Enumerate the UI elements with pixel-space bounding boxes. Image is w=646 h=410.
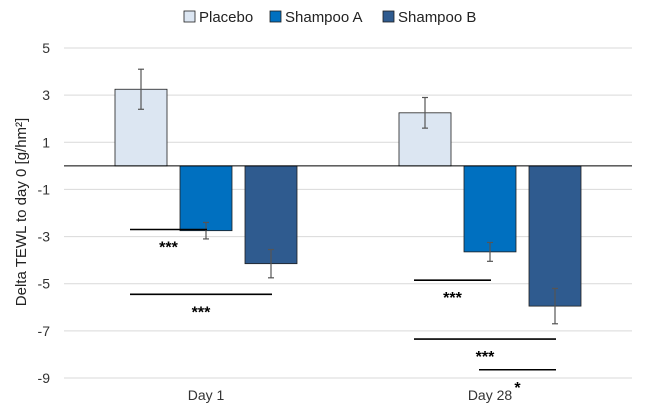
legend-label: Shampoo A [285, 9, 363, 26]
significance-label: *** [192, 304, 211, 321]
legend-label: Placebo [199, 9, 253, 26]
significance-label: * [514, 380, 521, 397]
legend-swatch [269, 10, 282, 23]
legend-swatch [183, 10, 196, 23]
legend-label: Shampoo B [398, 9, 476, 26]
y-tick-label: -9 [38, 370, 51, 386]
bar [463, 165, 517, 253]
bar [528, 165, 582, 307]
x-tick-labels: Day 1 Day 28 [188, 387, 513, 403]
y-tick-label: -7 [38, 323, 51, 339]
y-axis-title: Delta TEWL to day 0 [g/hm²] [13, 118, 30, 306]
x-tick-label: Day 1 [188, 387, 225, 403]
significance-label: *** [443, 290, 462, 307]
legend-swatch [382, 10, 395, 23]
significance-label: *** [476, 349, 495, 366]
x-tick-label: Day 28 [468, 387, 513, 403]
y-tick-label: -3 [38, 229, 51, 245]
y-tick-label: -1 [38, 181, 51, 197]
legend: Placebo Shampoo A Shampoo B [183, 9, 476, 26]
y-tick-label: 5 [42, 40, 50, 56]
error-bars [138, 68, 558, 325]
y-tick-label: 1 [42, 134, 50, 150]
bar [244, 165, 298, 265]
bar [179, 165, 233, 232]
bars [114, 88, 582, 307]
significance-label: *** [159, 240, 178, 257]
y-tick-label: 3 [42, 87, 50, 103]
y-tick-labels: 5 3 1 -1 -3 -5 -7 -9 [38, 40, 51, 386]
significance-annotations: ************* [130, 228, 556, 397]
y-tick-label: -5 [38, 276, 51, 292]
